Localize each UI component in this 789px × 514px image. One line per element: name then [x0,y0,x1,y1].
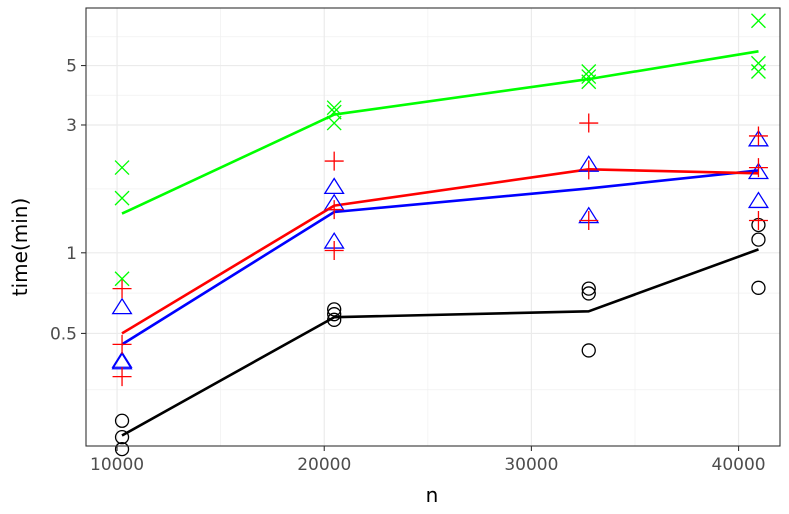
x-tick-label: 30000 [504,455,558,475]
x-axis-ticks: 10000 20000 30000 40000 [90,446,766,475]
data-point-cross [750,13,766,29]
data-point-plus [748,210,768,230]
data-point-plus [112,279,132,299]
data-point-triangle [747,129,769,147]
data-point-triangle [323,177,345,195]
data-point-plus [112,334,132,354]
data-point-circle [114,441,130,457]
data-point-triangle [111,297,133,315]
data-point-circle [327,307,342,322]
y-tick-label: 3 [66,116,77,136]
y-axis-title: time(min) [8,198,32,297]
y-tick-label: 5 [66,57,77,77]
data-point-cross [750,55,766,71]
data-point-plus [324,200,344,220]
data-point-cross [581,74,597,90]
x-tick-label: 20000 [297,455,351,475]
series-line-cross [121,50,759,215]
data-point-plus [748,126,768,146]
data-point-circle [327,302,342,317]
data-point-circle [751,280,766,295]
data-point-plus [579,113,599,133]
data-point-plus [579,210,599,230]
data-point-plus [112,367,132,387]
x-tick-label: 40000 [712,455,766,475]
panel-border [85,7,781,447]
x-tick-label: 10000 [90,455,144,475]
data-point-cross [114,190,130,206]
series-points [111,13,769,457]
data-point-circle [114,430,130,445]
series-line-triangle [121,169,759,346]
series-line-plus [121,168,759,335]
grid-major [86,8,780,446]
series-line-circle [121,248,759,437]
data-point-triangle [747,191,769,209]
x-axis-title: n [426,483,439,507]
data-point-plus [748,158,768,178]
data-point-plus [579,160,599,180]
data-point-circle [581,281,596,296]
y-axis-ticks: 0.5 1 3 5 [50,57,86,344]
data-point-cross [581,69,597,84]
data-point-plus [324,151,344,171]
data-point-circle [751,232,766,247]
data-point-triangle [747,162,769,180]
data-point-cross [114,271,130,287]
data-point-circle [327,312,342,327]
data-point-circle [581,343,596,358]
series-lines [121,50,759,437]
data-point-cross [114,160,130,176]
data-point-circle [581,286,596,301]
data-point-plus [324,240,344,260]
y-tick-label: 1 [66,244,77,264]
data-point-cross [326,104,342,120]
data-point-cross [326,100,342,116]
data-point-cross [326,115,342,131]
data-point-cross [750,64,766,79]
data-point-circle [114,413,130,428]
y-tick-label: 0.5 [50,324,77,344]
